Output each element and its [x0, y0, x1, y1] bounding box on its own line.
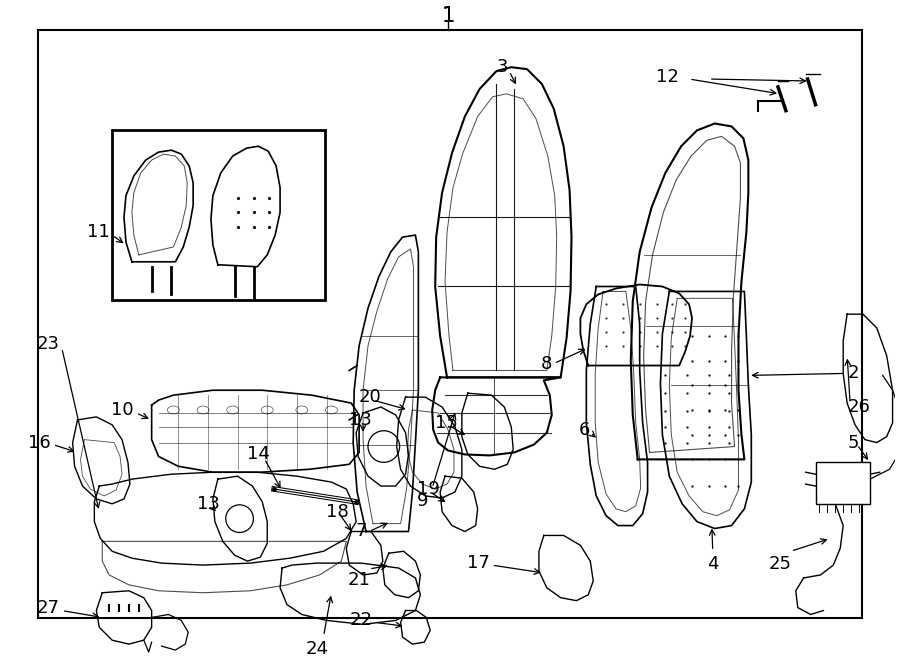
Bar	[112, 130, 325, 300]
Text: 1: 1	[441, 6, 454, 26]
Text: 18: 18	[326, 503, 348, 521]
Text: 5: 5	[847, 434, 859, 451]
Text: 12: 12	[656, 68, 680, 86]
Text: 9: 9	[417, 492, 428, 510]
Text: 26: 26	[847, 398, 870, 416]
Text: 4: 4	[707, 555, 718, 573]
Text: 27: 27	[37, 599, 59, 617]
Text: 7: 7	[356, 522, 367, 541]
Text: 22: 22	[350, 611, 373, 629]
Text: 24: 24	[305, 640, 328, 658]
Text: 2: 2	[847, 364, 859, 383]
Text: 16: 16	[28, 434, 51, 451]
Text: 21: 21	[347, 571, 371, 589]
Text: 3: 3	[497, 58, 508, 76]
Text: 8: 8	[541, 354, 553, 373]
Bar	[815, 462, 870, 504]
Text: 25: 25	[769, 555, 791, 573]
Text: 1: 1	[441, 6, 454, 26]
Text: 11: 11	[87, 223, 110, 241]
Text: 13: 13	[197, 495, 220, 513]
Text: 17: 17	[466, 554, 490, 572]
Text: 19: 19	[418, 480, 440, 498]
Text: 6: 6	[579, 421, 590, 439]
Text: 10: 10	[112, 401, 134, 419]
Text: 23: 23	[37, 334, 59, 353]
Text: 20: 20	[359, 388, 382, 406]
Text: 15: 15	[436, 414, 458, 432]
Text: 14: 14	[248, 446, 270, 463]
Text: 13: 13	[349, 411, 372, 429]
